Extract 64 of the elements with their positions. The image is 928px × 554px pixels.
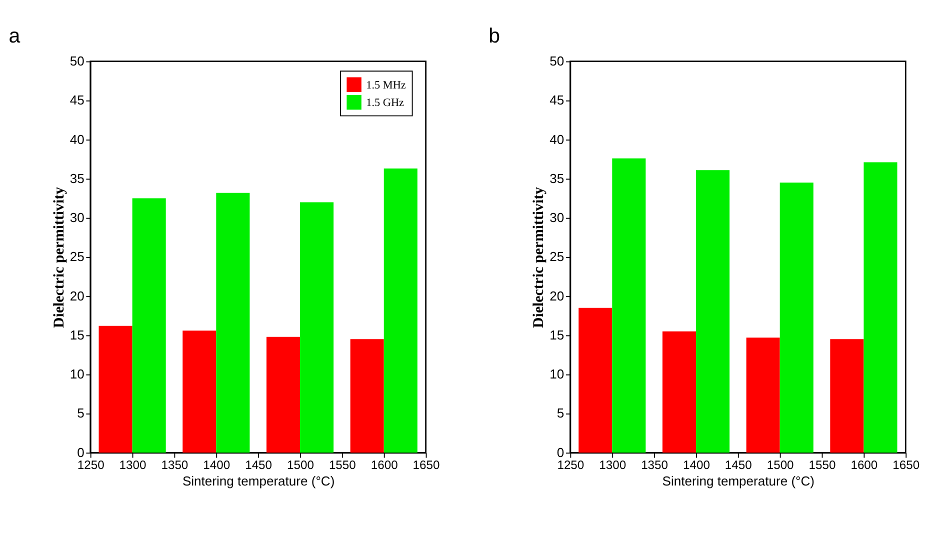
y-tick-label: 15 [70,327,84,342]
x-tick-label: 1300 [119,458,146,472]
y-axis-title: Dielectric permittivity [51,186,68,328]
y-tick-label: 45 [550,92,564,108]
chart-title: b [488,24,500,48]
y-tick-label: 45 [70,92,84,108]
y-tick-label: 15 [550,327,564,342]
bar [612,158,646,453]
y-tick-label: 40 [550,132,564,147]
x-tick-label: 1250 [77,458,105,472]
x-tick-label: 1300 [599,458,626,472]
x-tick-label: 1350 [641,458,668,472]
y-tick-label: 40 [70,132,84,147]
y-tick-label: 20 [70,288,84,304]
x-tick-label: 1450 [724,458,752,472]
x-tick-label: 1350 [161,458,188,472]
x-axis-title: Sintering temperature (°C) [662,474,815,489]
y-tick-label: 10 [550,366,564,382]
bar [746,338,780,453]
y-tick-label: 30 [550,210,564,226]
y-tick-label: 0 [77,444,84,460]
bar [864,162,898,453]
bar [662,331,696,453]
bar [216,192,250,453]
y-tick-label: 30 [70,210,84,226]
y-tick-label: 25 [70,249,84,264]
y-tick-label: 5 [556,406,564,421]
bar [182,330,216,453]
legend-label: 1.5 GHz [366,97,404,110]
x-tick-label: 1400 [203,458,230,472]
bar [132,198,166,453]
bar [578,308,612,453]
bar [98,326,132,453]
y-tick-label: 25 [550,249,564,264]
x-tick-label: 1550 [808,458,836,472]
y-axis-title: Dielectric permittivity [531,186,548,328]
bar [300,202,334,453]
y-tick-label: 0 [556,444,564,460]
legend-label: 1.5 MHz [366,79,406,92]
y-tick-label: 35 [550,170,564,186]
bar [266,336,300,453]
x-tick-label: 1600 [370,458,398,472]
y-tick-label: 5 [77,406,84,421]
bar [830,339,864,453]
y-tick-label: 35 [70,170,84,186]
y-tick-label: 20 [550,288,564,304]
y-tick-label: 50 [70,54,84,69]
bar [780,182,814,453]
bar [350,339,384,453]
x-tick-label: 1450 [245,458,272,472]
x-tick-label: 1650 [412,458,440,472]
x-tick-label: 1500 [287,458,314,472]
x-tick-label: 1400 [682,458,710,472]
chart-title: a [8,24,21,48]
y-tick-label: 50 [550,54,564,69]
x-tick-label: 1650 [892,458,920,472]
x-tick-label: 1600 [850,458,878,472]
x-tick-label: 1250 [557,458,584,472]
x-tick-label: 1500 [766,458,794,472]
y-tick-label: 10 [70,366,84,382]
x-axis-title: Sintering temperature (°C) [182,474,335,489]
x-tick-label: 1550 [328,458,356,472]
bar [384,168,418,453]
bar [696,170,730,453]
